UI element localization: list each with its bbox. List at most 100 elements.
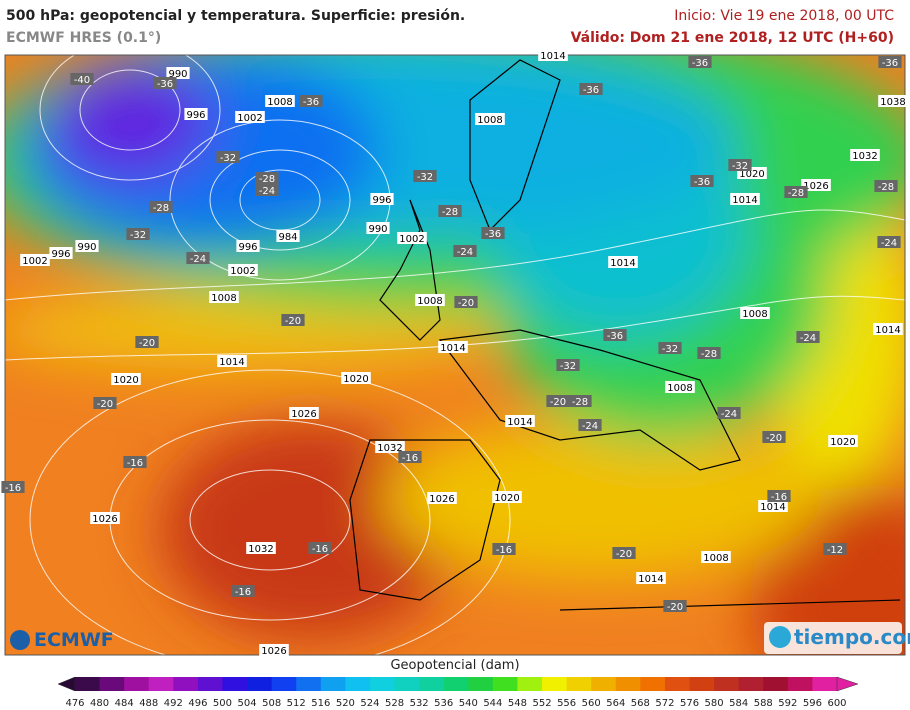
temperature-label-box — [216, 151, 240, 163]
temperature-label-box — [663, 600, 687, 612]
pressure-label-box — [758, 500, 788, 512]
pressure-label: 1026 — [803, 181, 828, 192]
temperature-label-box — [690, 175, 714, 187]
colorbar-arrow — [836, 676, 859, 692]
pressure-label: 1014 — [440, 343, 465, 354]
temperature-label: -32 — [220, 153, 236, 164]
temperature-label: -20 — [139, 338, 155, 349]
colorbar-tick-label: 520 — [336, 698, 355, 709]
colorbar-tick-label: 548 — [508, 698, 527, 709]
temperature-label-box — [186, 252, 210, 264]
temperature-label: -16 — [496, 545, 512, 556]
pressure-label-box — [850, 149, 880, 161]
temperature-label: -24 — [582, 421, 598, 432]
pressure-label-box — [415, 294, 445, 306]
temperature-label-box — [697, 347, 721, 359]
temperature-label: -32 — [130, 230, 146, 241]
colorbar-tick-label: 480 — [90, 698, 109, 709]
temperature-label: -20 — [97, 399, 113, 410]
pressure-label-box — [235, 111, 265, 123]
temperature-label: -24 — [259, 186, 275, 197]
colorbar-tick-label: 544 — [483, 698, 502, 709]
temperature-label-box — [556, 359, 580, 371]
temperature-label: -28 — [442, 207, 458, 218]
colorbar-tick-label: 568 — [631, 698, 650, 709]
temperature-label: -16 — [312, 544, 328, 555]
colorbar-segment — [320, 677, 346, 691]
pressure-label-box — [217, 355, 247, 367]
pressure-label: 1008 — [667, 383, 692, 394]
colorbar-segment — [763, 677, 789, 691]
colorbar-segment — [517, 677, 543, 691]
temperature-label-box — [126, 228, 150, 240]
temperature-label: -20 — [550, 397, 566, 408]
pressure-label-box — [370, 193, 394, 205]
colorbar-segment — [468, 677, 494, 691]
pressure-label-box — [475, 113, 505, 125]
colorbar-tick-label: 488 — [139, 698, 158, 709]
colorbar-segment — [443, 677, 469, 691]
temperature-label: -24 — [457, 247, 473, 258]
colorbar-tick-label: 564 — [606, 698, 625, 709]
temperature-label-box — [878, 56, 902, 68]
field — [5, 55, 905, 655]
colorbar-segment — [591, 677, 617, 691]
pressure-label-box — [228, 264, 258, 276]
pressure-label: 1002 — [399, 234, 424, 245]
temperature-label: -16 — [402, 453, 418, 464]
temperature-label-box — [578, 419, 602, 431]
colorbar-segment — [197, 677, 223, 691]
pressure-label-box — [209, 291, 239, 303]
pressure-label-box — [49, 247, 73, 259]
colorbar-tick-label: 512 — [287, 698, 306, 709]
colorbar-segment — [664, 677, 691, 691]
colorbar-segment — [542, 677, 568, 691]
temperature-label: -32 — [662, 344, 678, 355]
colorbar-tick-label: 556 — [557, 698, 576, 709]
pressure-label-box — [111, 373, 141, 385]
colorbar-segment — [124, 677, 150, 691]
temperature-label-box — [93, 397, 117, 409]
colorbar-arrow — [57, 676, 76, 692]
pressure-label: 1020 — [830, 437, 855, 448]
pressure-label-box — [873, 323, 903, 335]
colorbar-tick-label: 524 — [360, 698, 379, 709]
colorbar-segment — [247, 677, 273, 691]
colorbar-segment — [419, 677, 445, 691]
pressure-label: 1026 — [291, 409, 316, 420]
pressure-label: 1008 — [211, 293, 236, 304]
pressure-label: 1014 — [507, 417, 532, 428]
pressure-label: 1026 — [429, 494, 454, 505]
temperature-label: -36 — [694, 177, 710, 188]
colorbar-segment — [640, 677, 666, 691]
pressure-label: 1014 — [760, 502, 785, 513]
pressure-label-box — [538, 49, 568, 61]
pressure-label-box — [289, 407, 319, 419]
temperature-label: -36 — [583, 85, 599, 96]
temperature-label: -36 — [485, 229, 501, 240]
pressure-label: 1008 — [703, 553, 728, 564]
colorbar-tick-label: 516 — [311, 698, 330, 709]
temperature-label: -16 — [127, 458, 143, 469]
colorbar-tick-label: 532 — [410, 698, 429, 709]
temperature-label-box — [762, 431, 786, 443]
logo-text: tiempo.com — [794, 625, 910, 649]
pressure-label-box — [730, 193, 760, 205]
title: 500 hPa: geopotencial y temperatura. Sup… — [6, 8, 466, 24]
temperature-label-box — [658, 342, 682, 354]
temperature-label-box — [231, 585, 255, 597]
pressure-label: 996 — [238, 242, 257, 253]
colorbar-tick-label: 476 — [65, 698, 84, 709]
pressure-label: 1008 — [742, 309, 767, 320]
temperature-label: -28 — [153, 203, 169, 214]
pressure-label: 1020 — [343, 374, 368, 385]
temperature-label-box — [438, 205, 462, 217]
colorbar-tick-label: 584 — [729, 698, 748, 709]
temperature-label-box — [454, 296, 478, 308]
pressure-label-box — [184, 108, 208, 120]
colorbar-segment — [689, 677, 715, 691]
pressure-label-box — [20, 254, 50, 266]
pressure-label: 1002 — [230, 266, 255, 277]
temperature-label-box — [398, 451, 422, 463]
